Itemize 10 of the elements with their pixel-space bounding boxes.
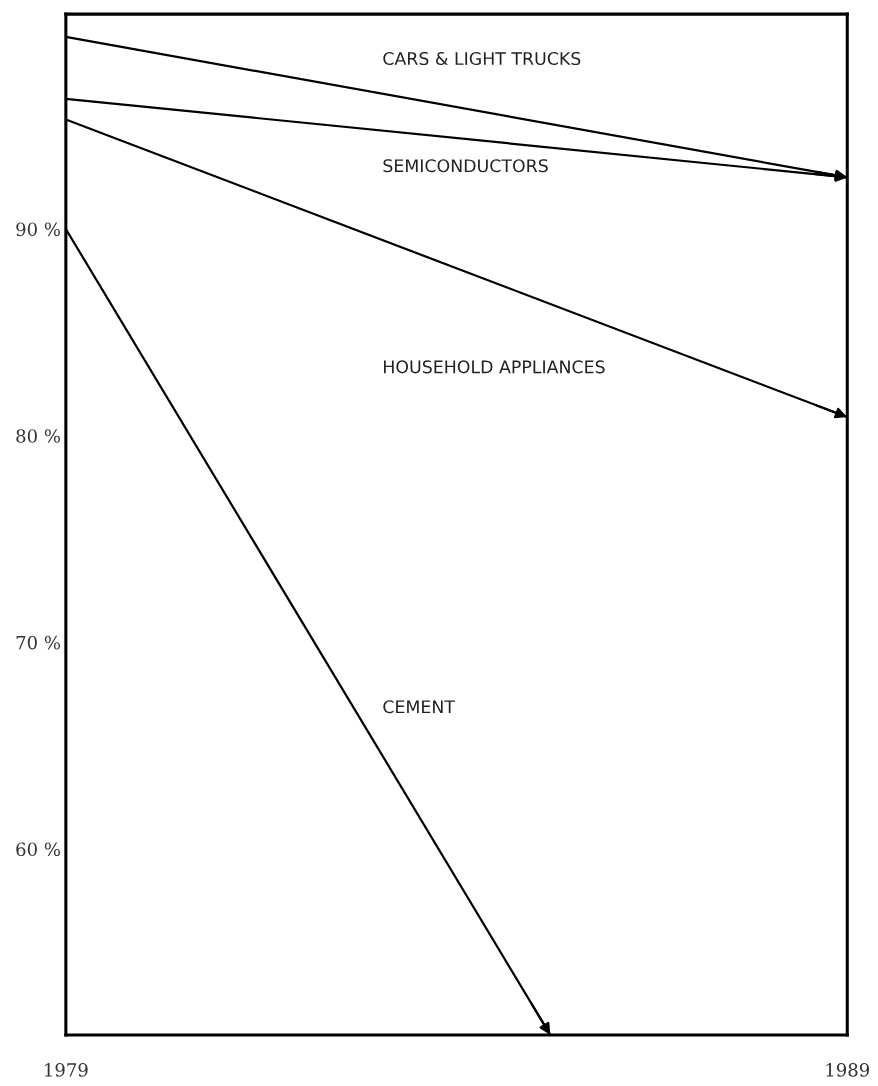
y-tick-label: 90 % <box>16 222 60 237</box>
series-label: CEMENT <box>383 700 456 714</box>
x-tick-label: 1989 <box>826 1063 870 1077</box>
series-label: SEMICONDUCTORS <box>383 159 548 173</box>
x-tick-label: 1979 <box>45 1063 88 1077</box>
y-tick-label: 60 % <box>16 842 60 857</box>
series-label: CARS & LIGHT TRUCKS <box>383 51 581 66</box>
y-tick-label: 70 % <box>16 635 60 650</box>
series-label: HOUSEHOLD APPLIANCES <box>384 360 605 374</box>
y-tick-label: 80 % <box>16 429 60 443</box>
